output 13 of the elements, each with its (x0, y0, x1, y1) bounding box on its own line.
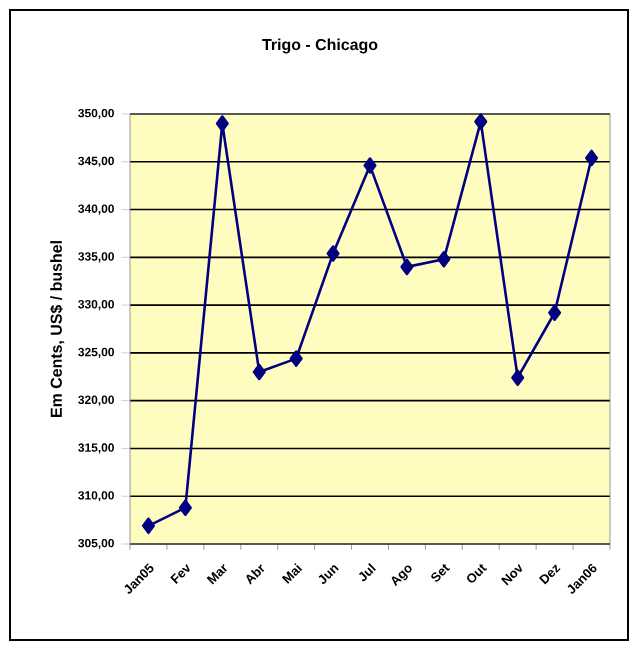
point (474, 113, 488, 130)
point (178, 499, 192, 516)
point (511, 369, 525, 386)
point (548, 304, 562, 322)
point (215, 115, 229, 132)
point (400, 258, 414, 276)
point (141, 517, 155, 535)
point (326, 245, 340, 262)
point (585, 149, 599, 167)
point (363, 157, 377, 174)
point (289, 350, 303, 367)
point (252, 363, 266, 381)
point (437, 250, 451, 268)
